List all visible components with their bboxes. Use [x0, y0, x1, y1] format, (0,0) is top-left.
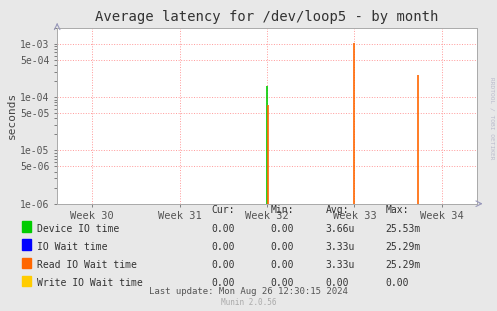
Text: 25.29m: 25.29m	[385, 260, 420, 270]
Text: 3.66u: 3.66u	[326, 224, 355, 234]
Text: RRDTOOL / TOBI OETIKER: RRDTOOL / TOBI OETIKER	[490, 77, 495, 160]
Text: Last update: Mon Aug 26 12:30:15 2024: Last update: Mon Aug 26 12:30:15 2024	[149, 287, 348, 296]
Text: 0.00: 0.00	[385, 278, 409, 288]
Text: Cur:: Cur:	[211, 205, 235, 215]
Text: 0.00: 0.00	[271, 224, 294, 234]
Text: 0.00: 0.00	[211, 278, 235, 288]
Text: 0.00: 0.00	[271, 278, 294, 288]
Text: 0.00: 0.00	[211, 260, 235, 270]
Text: 3.33u: 3.33u	[326, 242, 355, 252]
Text: Device IO time: Device IO time	[37, 224, 119, 234]
Text: 0.00: 0.00	[211, 224, 235, 234]
Text: Avg:: Avg:	[326, 205, 349, 215]
Title: Average latency for /dev/loop5 - by month: Average latency for /dev/loop5 - by mont…	[95, 10, 439, 24]
Text: Write IO Wait time: Write IO Wait time	[37, 278, 143, 288]
Text: 0.00: 0.00	[271, 242, 294, 252]
Text: Max:: Max:	[385, 205, 409, 215]
Text: Munin 2.0.56: Munin 2.0.56	[221, 298, 276, 307]
Text: 25.29m: 25.29m	[385, 242, 420, 252]
Text: 25.53m: 25.53m	[385, 224, 420, 234]
Text: Min:: Min:	[271, 205, 294, 215]
Text: 3.33u: 3.33u	[326, 260, 355, 270]
Y-axis label: seconds: seconds	[7, 92, 17, 139]
Text: Read IO Wait time: Read IO Wait time	[37, 260, 137, 270]
Text: 0.00: 0.00	[326, 278, 349, 288]
Text: IO Wait time: IO Wait time	[37, 242, 108, 252]
Text: 0.00: 0.00	[211, 242, 235, 252]
Text: 0.00: 0.00	[271, 260, 294, 270]
